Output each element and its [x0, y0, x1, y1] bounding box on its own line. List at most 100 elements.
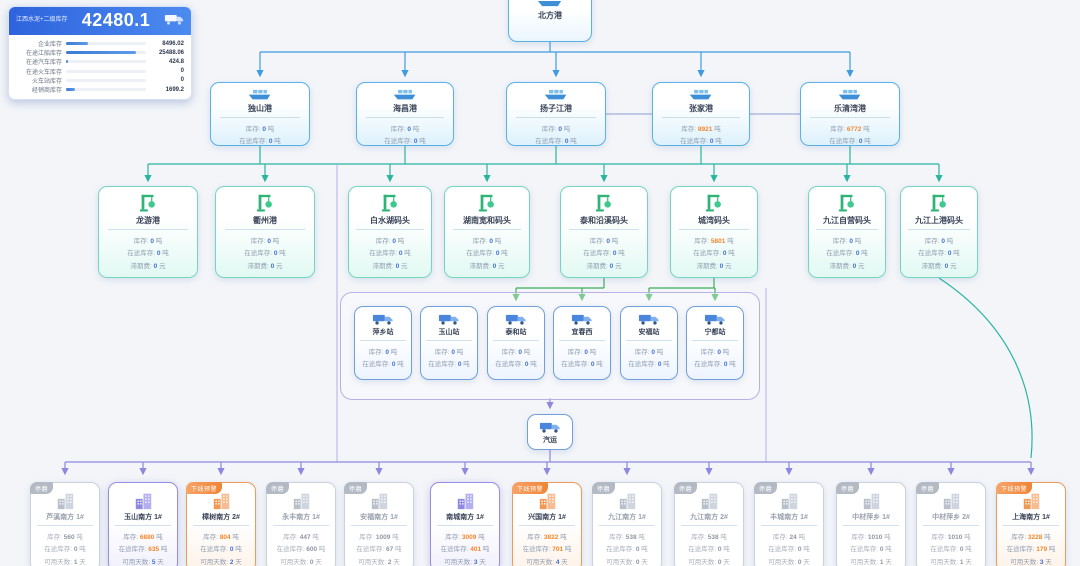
stat-row: 库存: 8921 吨 [681, 125, 721, 133]
building-icon [371, 493, 387, 510]
dealer-card-10[interactable]: 停磨 中材萍乡 1# 库存: 1010 吨在途库存: 0 吨可用天数: 1 天 [836, 482, 906, 566]
port-node-0[interactable]: 独山港 库存: 0 吨在途库存: 0 吨 [210, 82, 310, 146]
dock-node-1[interactable]: 衢州港 库存: 0 吨在途库存: 0 吨滞期费: 0 元 [215, 186, 315, 278]
station-node-2[interactable]: 泰和站 库存: 0 吨在途库存: 0 吨 [487, 306, 545, 380]
node-title: 九江自营码头 [823, 216, 871, 225]
node-title: 白水湖码头 [370, 216, 410, 225]
stat-row: 库存: 0 吨 [924, 237, 954, 245]
dock-node-0[interactable]: 龙游港 库存: 0 吨在途库存: 0 吨滞期费: 0 元 [98, 186, 198, 278]
stat-row: 在途库存: 0 吨 [829, 138, 871, 145]
dealer-card-4[interactable]: 停磨 安福南方 1# 库存: 1009 吨在途库存: 67 吨可用天数: 2 天 [344, 482, 414, 566]
dealer-card-0[interactable]: 停磨 芦溪南方 1# 库存: 560 吨在途库存: 0 吨可用天数: 1 天 [30, 482, 100, 566]
station-node-0[interactable]: 萍乡站库存: 0 吨在途库存: 0 吨 [354, 306, 412, 380]
building-icon [539, 493, 555, 510]
node-title: 丰城南方 1# [770, 514, 808, 521]
stat-row: 库存: 0 吨 [541, 125, 571, 133]
stat-row: 在途库存: 0 吨 [694, 361, 736, 368]
node-title: 玉山站 [438, 329, 460, 336]
crane-icon [930, 194, 946, 212]
building-icon [781, 493, 797, 510]
summary-row: 经销商库存 1699.2 [31, 86, 184, 95]
stat-row: 库存: 0 吨 [634, 348, 664, 356]
stat-row: 可用天数: 3 天 [444, 558, 486, 566]
stat-row: 在途库存: 0 吨 [606, 546, 648, 553]
stat-row: 库存: 0 吨 [472, 237, 502, 245]
station-node-3[interactable]: 宜春西 库存: 0 吨在途库存: 0 吨 [553, 306, 611, 380]
station-node-4[interactable]: 安福站 库存: 0 吨在途库存: 0 吨 [620, 306, 678, 380]
stat-row: 库存: 0 吨 [375, 237, 405, 245]
stat-row: 库存: 447 吨 [283, 533, 319, 541]
dealer-card-8[interactable]: 停磨 九江南方 2# 库存: 538 吨在途库存: 0 吨可用天数: 0 天 [674, 482, 744, 566]
dealer-card-3[interactable]: 停磨 永丰南方 1# 库存: 447 吨在途库存: 600 吨可用天数: 0 天 [266, 482, 336, 566]
stat-row: 在途库存: 0 吨 [826, 250, 868, 257]
stat-row: 库存: 0 吨 [250, 237, 280, 245]
dock-node-3[interactable]: 湖南宽和码头 库存: 0 吨在途库存: 0 吨滞期费: 0 元 [444, 186, 530, 278]
dock-node-4[interactable]: 泰和沿溪码头 库存: 0 吨在途库存: 0 吨滞期费: 0 元 [560, 186, 648, 278]
stat-row: 库存: 1009 吨 [359, 533, 399, 541]
node-title: 永丰南方 1# [282, 514, 320, 521]
port-node-3[interactable]: 张家港 库存: 8921 吨在途库存: 0 吨 [652, 82, 750, 146]
stat-row: 在途库存: 0 吨 [918, 250, 960, 257]
node-title: 宜春西 [571, 329, 593, 336]
dealer-card-2[interactable]: 下线预警 樟树南方 2# 库存: 804 吨在途库存: 0 吨可用天数: 2 天 [186, 482, 256, 566]
node-title: 九江南方 2# [690, 514, 728, 521]
port-node-4[interactable]: 乐清湾港 库存: 6772 吨在途库存: 0 吨 [800, 82, 900, 146]
node-title: 九江南方 1# [608, 514, 646, 521]
dealer-card-5[interactable]: 南城南方 1# 库存: 3009 吨在途库存: 401 吨可用天数: 3 天 [430, 482, 500, 566]
port-node-2[interactable]: 扬子江港 库存: 0 吨在途库存: 0 吨 [506, 82, 606, 146]
dock-node-7[interactable]: 九江上港码头 库存: 0 吨在途库存: 0 吨滞期费: 0 元 [900, 186, 978, 278]
bar-fill [66, 88, 75, 92]
bar-fill [66, 60, 69, 64]
dock-node-6[interactable]: 九江自营码头 库存: 0 吨在途库存: 0 吨滞期费: 0 元 [808, 186, 886, 278]
station-node-5[interactable]: 宁都站 库存: 0 吨在途库存: 0 吨 [686, 306, 744, 380]
building-icon [457, 493, 473, 510]
node-title: 上海南方 1# [1012, 514, 1050, 521]
stat-row: 库存: 0 吨 [700, 348, 730, 356]
node-title: 兴国南方 1# [528, 514, 566, 521]
stat-row: 可用天数: 2 天 [358, 558, 400, 566]
status-badge: 停磨 [916, 482, 940, 494]
summary-row: 在途汽车库存 424.8 [25, 58, 184, 67]
stat-row: 滞期费: 0 元 [696, 262, 732, 270]
port-node-1[interactable]: 海昌港 库存: 0 吨在途库存: 0 吨 [356, 82, 454, 146]
crane-icon [139, 194, 155, 212]
stat-row: 在途库存: 0 吨 [127, 250, 169, 257]
dealer-card-12[interactable]: 下线预警 上海南方 1# 库存: 3228 吨在途库存: 179 吨可用天数: 3… [996, 482, 1066, 566]
stat-row: 在途库存: 0 吨 [362, 361, 404, 368]
bar-track [66, 88, 146, 92]
crane-icon [256, 194, 272, 212]
stat-row: 库存: 0 吨 [133, 237, 163, 245]
dealer-card-1[interactable]: 玉山南方 1# 库存: 6880 吨在途库存: 635 吨可用天数: 5 天 [108, 482, 178, 566]
status-badge: 停磨 [836, 482, 860, 494]
crane-icon [705, 194, 721, 212]
node-title: 九江上港码头 [915, 216, 963, 225]
summary-row: 在途江船库存 25488.06 [25, 49, 184, 58]
dealer-card-9[interactable]: 停磨 丰城南方 1# 库存: 24 吨在途库存: 0 吨可用天数: 0 天 [754, 482, 824, 566]
status-badge: 停磨 [592, 482, 616, 494]
stat-row: 库存: 5801 吨 [694, 237, 734, 245]
dock-node-5[interactable]: 城湾码头 库存: 5801 吨在途库存: 0 吨滞期费: 0 元 [670, 186, 758, 278]
stat-row: 在途库存: 0 吨 [44, 546, 86, 553]
node-title: 张家港 [689, 104, 713, 114]
node-title: 萍乡站 [372, 329, 394, 336]
stat-row: 在途库存: 0 吨 [466, 250, 508, 257]
dealer-card-7[interactable]: 停磨 九江南方 1# 库存: 538 吨在途库存: 0 吨可用天数: 0 天 [592, 482, 662, 566]
dock-node-2[interactable]: 白水湖码头 库存: 0 吨在途库存: 0 吨滞期费: 0 元 [348, 186, 432, 278]
node-title: 湖南宽和码头 [463, 216, 511, 225]
bar-track [66, 78, 146, 82]
dealer-card-6[interactable]: 下线预警 兴国南方 1# 库存: 3822 吨在途库存: 701 吨可用天数: 4… [512, 482, 582, 566]
stat-row: 在途库存: 0 吨 [495, 361, 537, 368]
dealer-card-11[interactable]: 停磨 中材萍乡 2# 库存: 1010 吨在途库存: 0 吨可用天数: 1 天 [916, 482, 986, 566]
stat-row: 库存: 0 吨 [368, 348, 398, 356]
station-node-1[interactable]: 玉山站 库存: 0 吨在途库存: 0 吨 [420, 306, 478, 380]
stat-row: 在途库存: 0 吨 [561, 361, 603, 368]
node-title: 衢州港 [253, 216, 277, 225]
stat-row: 在途库存: 0 吨 [688, 546, 730, 553]
root-port-node[interactable]: 北方港 [508, 0, 592, 42]
building-icon [701, 493, 717, 510]
truck-transport-node[interactable]: 汽运 [527, 414, 573, 450]
stat-row: 在途库存: 0 吨 [583, 250, 625, 257]
building-icon [619, 493, 635, 510]
stat-row: 在途库存: 0 吨 [768, 546, 810, 553]
